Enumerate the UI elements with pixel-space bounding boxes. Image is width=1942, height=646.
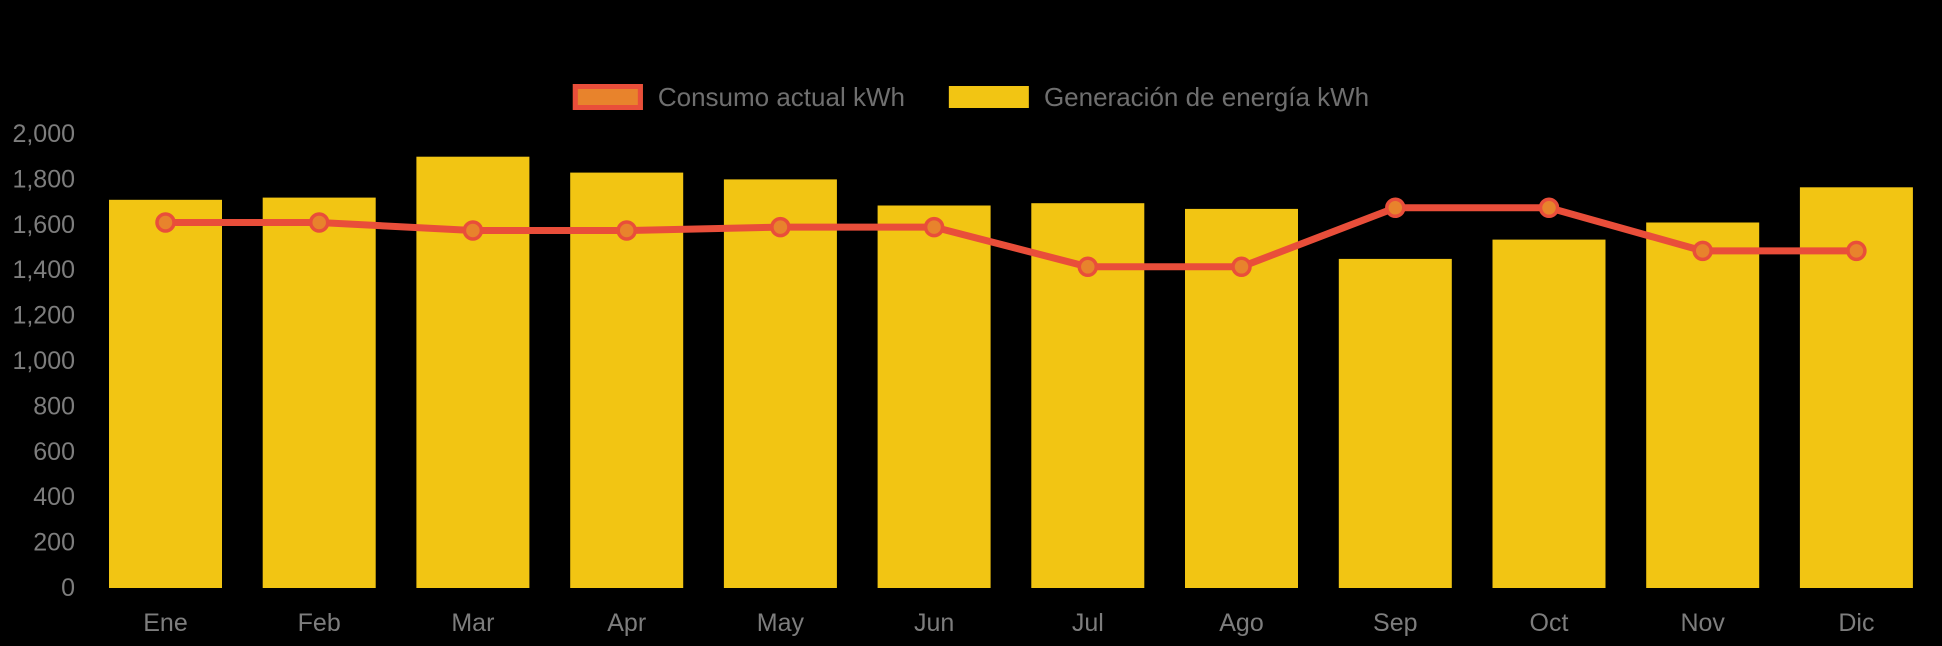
legend-item-generacion[interactable]: Generación de energía kWh bbox=[948, 82, 1370, 112]
x-axis-label-Jul: Jul bbox=[1072, 609, 1104, 637]
line-point-May[interactable] bbox=[770, 216, 791, 238]
legend-label-consumo: Consumo actual kWh bbox=[657, 82, 905, 112]
y-axis-label: 1,800 bbox=[12, 165, 75, 193]
line-point-Nov[interactable] bbox=[1692, 240, 1713, 262]
bar-Jun[interactable] bbox=[877, 205, 991, 589]
line-point-Apr[interactable] bbox=[616, 220, 637, 241]
y-axis-label: 1,000 bbox=[12, 347, 75, 375]
bar-Oct[interactable] bbox=[1492, 239, 1606, 588]
x-axis-label-Apr: Apr bbox=[607, 609, 646, 637]
bar-Feb[interactable] bbox=[262, 197, 376, 588]
y-axis-label: 200 bbox=[33, 529, 75, 557]
line-point-Feb[interactable] bbox=[308, 212, 330, 233]
x-axis-label-Nov: Nov bbox=[1680, 609, 1725, 637]
bar-May[interactable] bbox=[723, 179, 837, 588]
x-axis-label-Mar: Mar bbox=[451, 609, 494, 637]
legend-generacion-swatch-icon bbox=[948, 86, 1029, 108]
y-axis-label: 1,600 bbox=[12, 211, 75, 239]
line-point-Dic[interactable] bbox=[1846, 240, 1867, 262]
y-axis-label: 600 bbox=[33, 438, 75, 466]
x-axis-label-Jun: Jun bbox=[914, 609, 954, 637]
line-point-Jul[interactable] bbox=[1077, 256, 1099, 278]
line-point-Mar[interactable] bbox=[462, 220, 484, 241]
line-point-Ene[interactable] bbox=[155, 212, 176, 233]
x-axis-label-May: May bbox=[757, 609, 805, 637]
x-axis-label-Ago: Ago bbox=[1219, 609, 1263, 637]
x-axis-label-Feb: Feb bbox=[298, 609, 341, 637]
x-axis-label-Sep: Sep bbox=[1373, 609, 1417, 637]
bar-Nov[interactable] bbox=[1646, 222, 1760, 589]
bar-Ene[interactable] bbox=[109, 199, 222, 589]
y-axis-label: 400 bbox=[33, 483, 75, 511]
x-axis-label-Dic: Dic bbox=[1838, 609, 1874, 637]
legend-consumo-swatch-icon bbox=[572, 84, 643, 110]
line-point-Oct[interactable] bbox=[1538, 197, 1560, 219]
y-axis-label: 2,000 bbox=[12, 120, 75, 148]
line-point-Jun[interactable] bbox=[923, 216, 945, 238]
y-axis-label: 0 bbox=[61, 574, 75, 602]
y-axis-label: 800 bbox=[33, 392, 75, 420]
legend: Consumo actual kWh Generación de energía … bbox=[572, 82, 1370, 112]
x-axis-label-Oct: Oct bbox=[1530, 609, 1569, 637]
line-point-Sep[interactable] bbox=[1385, 197, 1406, 219]
y-axis-label: 1,200 bbox=[12, 302, 75, 330]
y-axis-label: 1,400 bbox=[12, 256, 75, 284]
x-axis-label-Ene: Ene bbox=[143, 609, 187, 637]
line-point-Ago[interactable] bbox=[1231, 256, 1252, 278]
legend-label-generacion: Generación de energía kWh bbox=[1043, 82, 1370, 112]
bar-Sep[interactable] bbox=[1338, 258, 1452, 588]
legend-item-consumo[interactable]: Consumo actual kWh bbox=[572, 82, 905, 112]
consumo-line[interactable] bbox=[162, 204, 1860, 271]
bar-Apr[interactable] bbox=[570, 172, 684, 588]
